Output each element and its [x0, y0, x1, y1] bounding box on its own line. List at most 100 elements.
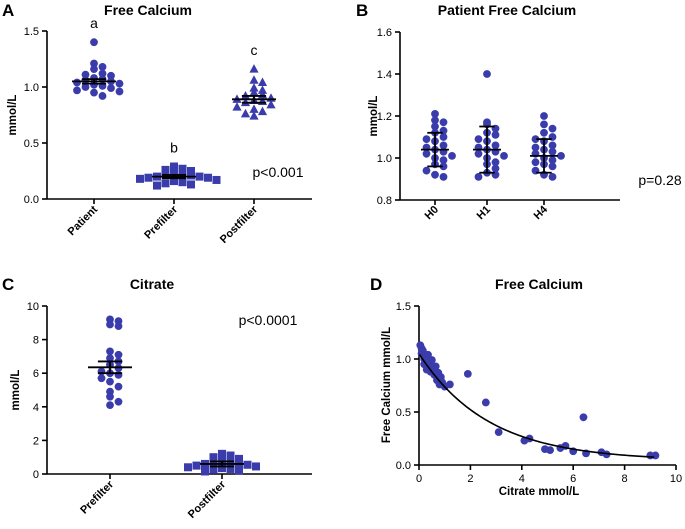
- y-tick-label: 6: [33, 368, 39, 380]
- group-letter: a: [90, 15, 98, 31]
- y-axis-label: mmol/L: [7, 95, 19, 136]
- data-point: [107, 84, 115, 93]
- data-point: [218, 449, 226, 458]
- data-point: [187, 180, 195, 189]
- data-point: [209, 453, 218, 462]
- data-point: [192, 461, 201, 470]
- x-tick-label: 0: [416, 473, 422, 485]
- data-point: [546, 446, 554, 455]
- data-point: [431, 110, 439, 118]
- data-point: [235, 454, 243, 463]
- x-tick-label: 2: [467, 473, 473, 485]
- data-point: [548, 162, 557, 171]
- y-tick-label: 4: [33, 402, 39, 414]
- x-category-label: H0: [423, 204, 441, 222]
- data-point: [106, 377, 114, 386]
- data-point: [161, 179, 170, 188]
- p-value-annotation: p<0.0001: [239, 312, 298, 328]
- data-point: [81, 83, 90, 91]
- data-point: [418, 346, 427, 355]
- data-point: [136, 174, 144, 183]
- data-point: [500, 152, 508, 160]
- data-point: [491, 131, 500, 139]
- data-point: [98, 92, 107, 100]
- data-point: [249, 111, 259, 120]
- y-tick-label: 1.2: [377, 111, 392, 123]
- data-point: [218, 464, 226, 473]
- data-point: [439, 118, 448, 127]
- data-point: [161, 165, 170, 174]
- data-point: [107, 71, 115, 80]
- data-point: [90, 88, 98, 97]
- data-point: [114, 350, 123, 359]
- data-point: [249, 75, 259, 84]
- chart-title: Patient Free Calcium: [438, 2, 577, 18]
- y-tick-label: 1.5: [24, 26, 39, 38]
- data-point: [439, 133, 448, 141]
- data-point: [548, 124, 557, 133]
- data-point: [106, 401, 114, 410]
- data-point: [422, 166, 431, 175]
- data-point: [422, 135, 431, 144]
- data-point: [431, 116, 439, 125]
- data-point: [98, 69, 107, 78]
- data-point: [540, 120, 548, 129]
- data-point: [557, 152, 565, 160]
- data-point: [491, 158, 500, 167]
- y-tick-label: 0.8: [377, 195, 392, 207]
- data-point: [463, 369, 472, 378]
- data-point: [439, 141, 448, 150]
- data-point: [90, 38, 98, 47]
- data-point: [548, 141, 557, 150]
- data-point: [106, 392, 114, 401]
- y-tick-label: 1.5: [396, 301, 411, 313]
- data-point: [651, 451, 660, 460]
- y-tick-label: 1.0: [377, 153, 392, 165]
- data-point: [243, 460, 252, 469]
- data-point: [226, 451, 235, 460]
- data-point: [178, 169, 187, 178]
- data-point: [106, 354, 114, 362]
- data-point: [439, 156, 448, 165]
- x-category-label: H4: [532, 203, 551, 222]
- data-point: [114, 322, 123, 331]
- data-point: [114, 397, 123, 406]
- y-tick-label: 0.0: [24, 194, 39, 206]
- data-point: [448, 152, 456, 160]
- data-point: [97, 367, 106, 376]
- x-category-label: H1: [475, 204, 493, 222]
- data-point: [187, 167, 195, 175]
- data-point: [115, 87, 124, 96]
- y-axis-label: Free Calcium mmol/L: [381, 327, 393, 443]
- data-point: [178, 164, 187, 173]
- p-value-annotation: p<0.001: [253, 164, 304, 180]
- x-category-label: Postfilter: [218, 203, 261, 246]
- panel-letter: C: [2, 275, 14, 294]
- data-point: [178, 178, 187, 187]
- data-point: [170, 162, 178, 171]
- x-category-label: Prefilter: [142, 203, 180, 241]
- data-point: [184, 463, 192, 472]
- data-point: [114, 382, 123, 391]
- data-point: [170, 177, 178, 186]
- data-point: [474, 173, 483, 181]
- data-point: [195, 172, 204, 181]
- y-tick-label: 1.6: [377, 27, 392, 39]
- data-point: [531, 135, 540, 144]
- data-point: [266, 99, 276, 109]
- data-point: [114, 370, 123, 379]
- data-point: [431, 170, 439, 179]
- data-point: [483, 70, 491, 78]
- data-point: [170, 168, 178, 177]
- data-point: [491, 164, 500, 173]
- data-point: [422, 149, 431, 158]
- y-tick-label: 0.0: [396, 460, 411, 472]
- data-point: [90, 59, 98, 68]
- chart-title: Free Calcium: [495, 276, 583, 292]
- data-point: [240, 108, 251, 118]
- data-point: [73, 86, 81, 95]
- chart-title: Free Calcium: [104, 2, 192, 18]
- data-point: [106, 347, 114, 356]
- group-letter: b: [170, 140, 178, 156]
- y-tick-label: 2: [33, 435, 39, 447]
